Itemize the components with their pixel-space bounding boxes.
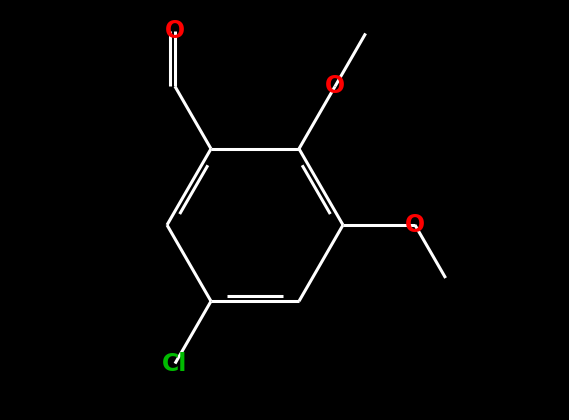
Text: O: O — [405, 213, 425, 237]
Text: O: O — [165, 19, 185, 43]
Text: O: O — [325, 74, 345, 98]
Text: Cl: Cl — [162, 352, 188, 375]
